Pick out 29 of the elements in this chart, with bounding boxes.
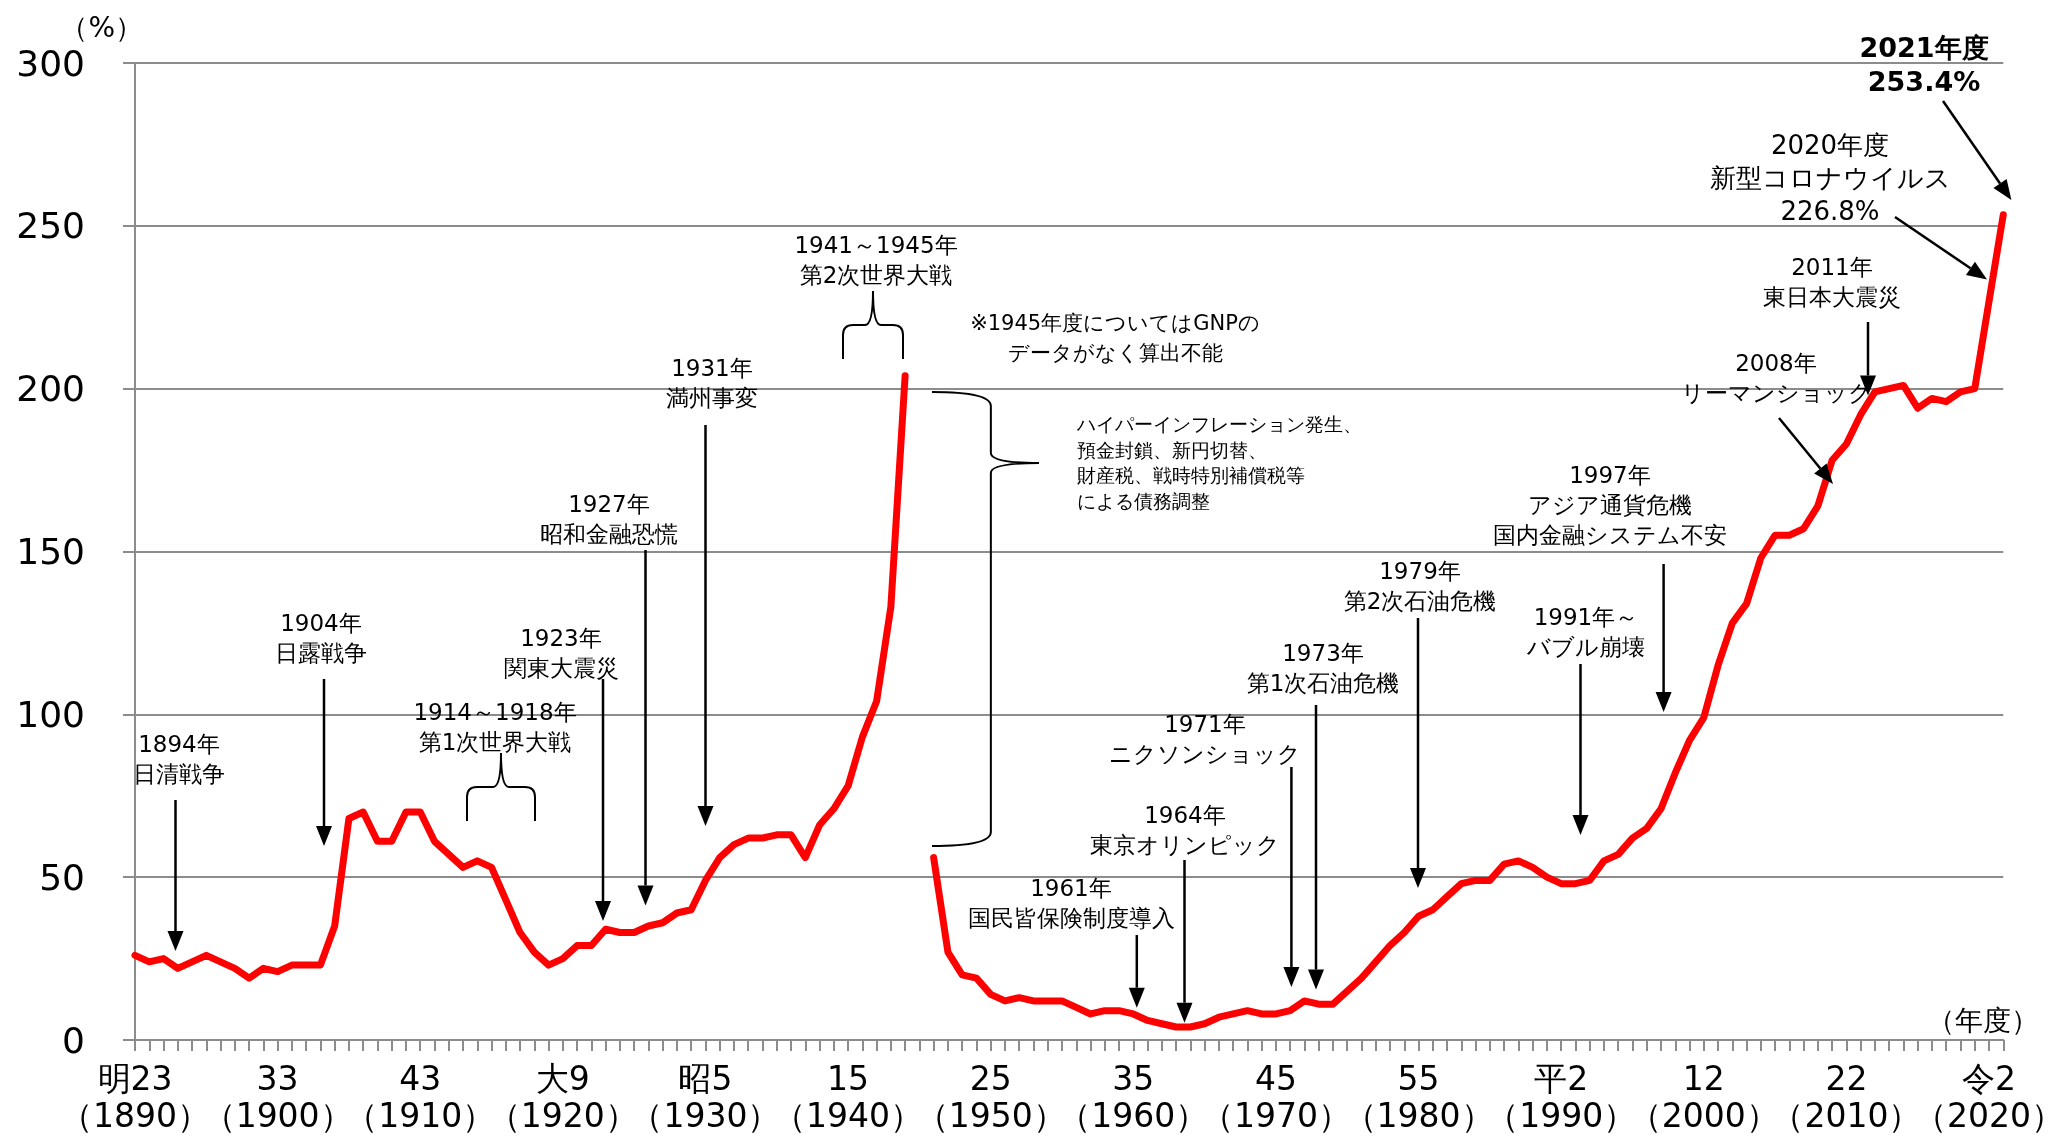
y-axis-title: （%） <box>60 10 143 44</box>
annotation: ハイパーインフレーション発生、預金封鎖、新円切替、財産税、戦時特別補償税等による債務調整 <box>1077 412 1362 514</box>
y-tick-label: 250 <box>16 205 85 247</box>
y-tick-label: 100 <box>16 693 85 735</box>
annotation: 2008年リーマンショック <box>1680 349 1872 408</box>
annotation: ※1945年度についてはGNPのデータがなく算出不能 <box>970 310 1260 367</box>
annotation: 1927年昭和金融恐慌 <box>540 490 678 549</box>
annotation: 1931年満州事変 <box>666 354 758 413</box>
y-tick-label: 50 <box>39 856 85 898</box>
annotation: 1923年関東大震災 <box>503 624 619 683</box>
x-axis-title: （年度） <box>1927 1003 2040 1037</box>
annotation: 1941～1945年第2次世界大戦 <box>794 231 958 290</box>
annotation: 2020年度新型コロナウイルス226.8% <box>1709 128 1951 228</box>
annotation: 1961年国民皆保険制度導入 <box>967 874 1175 933</box>
y-tick-label: 0 <box>62 1019 85 1061</box>
annotation: 1979年第2次石油危機 <box>1343 557 1497 616</box>
annotation: 1997年アジア通貨危機国内金融システム不安 <box>1493 461 1727 550</box>
annotation: 1964年東京オリンピック <box>1090 801 1280 860</box>
annotation: 1914～1918年第1次世界大戦 <box>413 698 577 757</box>
y-tick-label: 300 <box>16 42 85 84</box>
annotation: 2021年度253.4% <box>1859 31 1989 99</box>
annotation: 1904年日露戦争 <box>275 609 367 668</box>
annotation: 2011年東日本大震災 <box>1763 253 1901 312</box>
annotation: 1991年～バブル崩壊 <box>1527 603 1645 662</box>
annotation: 1894年日清戦争 <box>133 730 225 789</box>
annotation: 1971年ニクソンショック <box>1109 710 1301 769</box>
y-tick-label: 200 <box>16 368 85 410</box>
y-tick-label: 150 <box>16 531 85 572</box>
annotation: 1973年第1次石油危機 <box>1246 639 1400 698</box>
